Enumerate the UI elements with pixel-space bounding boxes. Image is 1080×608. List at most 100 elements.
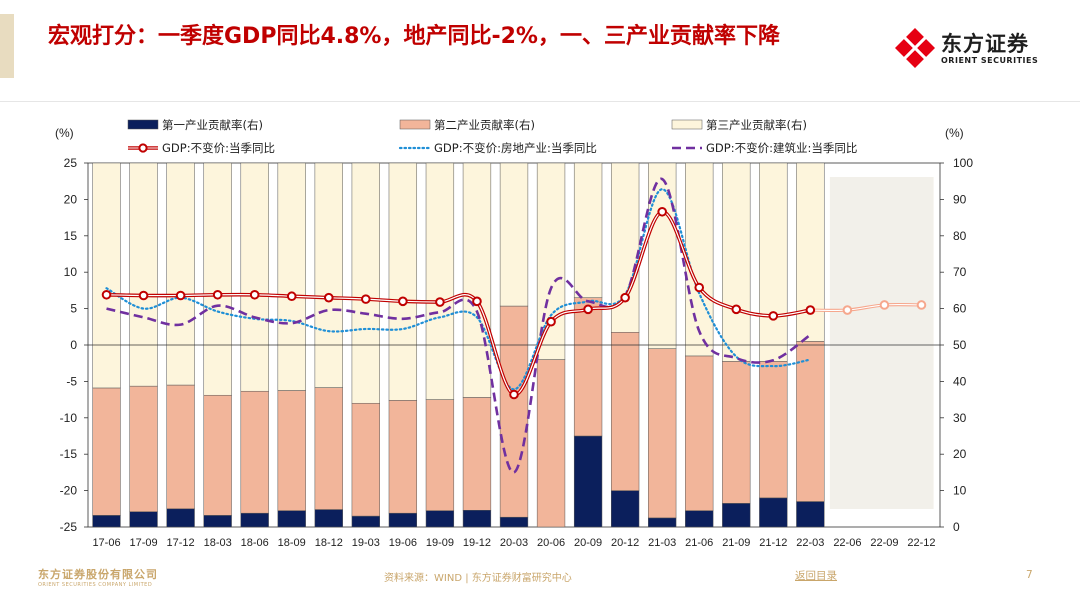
x-axis-label: 19-09	[426, 537, 454, 549]
bar-secondary-industry	[314, 387, 343, 510]
left-axis-label: 15	[64, 229, 78, 243]
left-axis-label: 25	[64, 156, 78, 170]
left-axis-label: 0	[70, 338, 77, 352]
x-axis-label: 20-09	[574, 537, 602, 549]
x-axis-label: 22-12	[907, 537, 935, 549]
slide-title: 宏观打分：一季度GDP同比4.8%，地产同比-2%，一、三产业贡献率下降	[48, 24, 780, 49]
legend-marker-gdp	[138, 143, 148, 153]
x-axis-label: 22-03	[796, 537, 824, 549]
right-axis-label: 0	[953, 520, 960, 534]
bar-primary-industry	[759, 497, 788, 528]
gdp-marker	[138, 290, 149, 301]
right-axis-label: 30	[953, 411, 967, 425]
left-axis-label: -15	[60, 447, 78, 461]
right-axis-label: 80	[953, 229, 967, 243]
right-axis-label: 50	[953, 338, 967, 352]
page-number: 7	[1026, 569, 1033, 581]
bar-primary-industry	[314, 509, 343, 528]
legend-swatch	[127, 119, 159, 130]
gdp-marker	[398, 296, 408, 307]
bar-tertiary-industry	[462, 162, 492, 398]
x-axis-label: 18-12	[315, 537, 343, 549]
left-axis-label: 20	[64, 192, 78, 206]
bar-primary-industry	[351, 515, 380, 528]
company-logo: 东方证券 ORIENT SECURITIES	[893, 26, 1053, 70]
legend-swatch	[399, 119, 431, 130]
gdp-marker	[212, 289, 223, 300]
bar-secondary-industry	[277, 390, 306, 511]
orient-logo-icon	[895, 28, 935, 68]
bar-secondary-industry	[203, 394, 232, 516]
bar-tertiary-industry	[722, 162, 751, 362]
bar-secondary-industry	[573, 297, 603, 437]
left-axis-unit: (%)	[55, 126, 74, 140]
bar-primary-industry	[722, 503, 751, 528]
back-to-toc-link[interactable]: 返回目录	[795, 570, 837, 582]
bar-tertiary-industry	[388, 162, 418, 401]
gdp-marker	[101, 289, 112, 300]
gdp-marker	[249, 289, 260, 300]
bar-tertiary-industry	[425, 162, 455, 400]
x-axis-label: 22-09	[870, 537, 898, 549]
bar-tertiary-industry	[759, 162, 788, 362]
x-axis-label: 19-03	[352, 537, 380, 549]
bar-secondary-industry	[129, 385, 158, 512]
x-axis-label: 21-09	[722, 537, 750, 549]
bar-primary-industry	[610, 490, 640, 528]
legend-label: GDP:不变价:当季同比	[162, 141, 275, 155]
bar-primary-industry	[240, 512, 269, 528]
right-axis-label: 60	[953, 302, 967, 316]
x-axis-label: 19-06	[389, 537, 417, 549]
bar-tertiary-industry	[129, 162, 158, 387]
bar-secondary-industry	[388, 400, 418, 514]
legend-label: GDP:不变价:房地产业:当季同比	[434, 141, 597, 155]
right-axis-label: 20	[953, 447, 967, 461]
logo-english-name: ORIENT SECURITIES	[941, 56, 1039, 65]
gdp-marker	[323, 292, 334, 303]
legend-label: 第三产业贡献率(右)	[706, 118, 807, 132]
title-accent-bar	[0, 14, 14, 78]
bar-primary-industry	[648, 517, 677, 528]
bar-secondary-industry	[92, 387, 121, 516]
footer-company-name-en: ORIENT SECURITIES COMPANY LIMITED	[38, 582, 153, 588]
bar-secondary-industry	[536, 359, 566, 528]
bar-secondary-industry	[796, 341, 825, 502]
gdp-marker	[657, 206, 667, 217]
line-gdp-forecast-inner	[810, 304, 922, 311]
right-axis-label: 70	[953, 265, 967, 279]
gdp-marker	[286, 291, 297, 302]
footer-logo: 东方证券股份有限公司 ORIENT SECURITIES COMPANY LIM…	[38, 566, 158, 588]
legend-swatch	[671, 119, 703, 130]
gdp-marker	[694, 282, 705, 293]
bar-secondary-industry	[462, 397, 492, 511]
bar-tertiary-industry	[351, 162, 380, 404]
bar-primary-industry	[166, 508, 195, 528]
x-axis-label: 17-06	[92, 537, 120, 549]
x-axis-label: 21-12	[759, 537, 787, 549]
bar-primary-industry	[388, 512, 418, 528]
bar-tertiary-industry	[203, 162, 232, 396]
legend-label: GDP:不变价:建筑业:当季同比	[706, 141, 857, 155]
bar-tertiary-industry	[685, 162, 714, 357]
x-axis-label: 18-09	[278, 537, 306, 549]
x-axis-label: 18-03	[204, 537, 232, 549]
bar-tertiary-industry	[240, 162, 269, 392]
bar-secondary-industry	[759, 361, 788, 499]
bar-tertiary-industry	[314, 162, 343, 388]
bar-primary-industry	[499, 516, 529, 528]
bar-primary-industry	[796, 501, 825, 528]
gdp-marker	[805, 305, 816, 315]
bar-secondary-industry	[425, 399, 455, 511]
gdp-marker	[583, 304, 593, 315]
gdp-marker	[472, 296, 482, 307]
bar-tertiary-industry	[648, 162, 677, 349]
bar-tertiary-industry	[277, 162, 306, 391]
bar-primary-industry	[129, 511, 158, 528]
bar-secondary-industry	[722, 361, 751, 504]
bar-tertiary-industry	[573, 162, 603, 298]
left-axis-label: -10	[60, 411, 78, 425]
gdp-contribution-chart: -25 -20 -15 -10 -5 0 5 10 15 20 25 0 10 20 30 40 50 60 70 8…	[55, 118, 973, 549]
line-construction	[106, 177, 812, 474]
left-axis-label: -25	[60, 520, 78, 534]
gdp-marker	[620, 292, 630, 303]
